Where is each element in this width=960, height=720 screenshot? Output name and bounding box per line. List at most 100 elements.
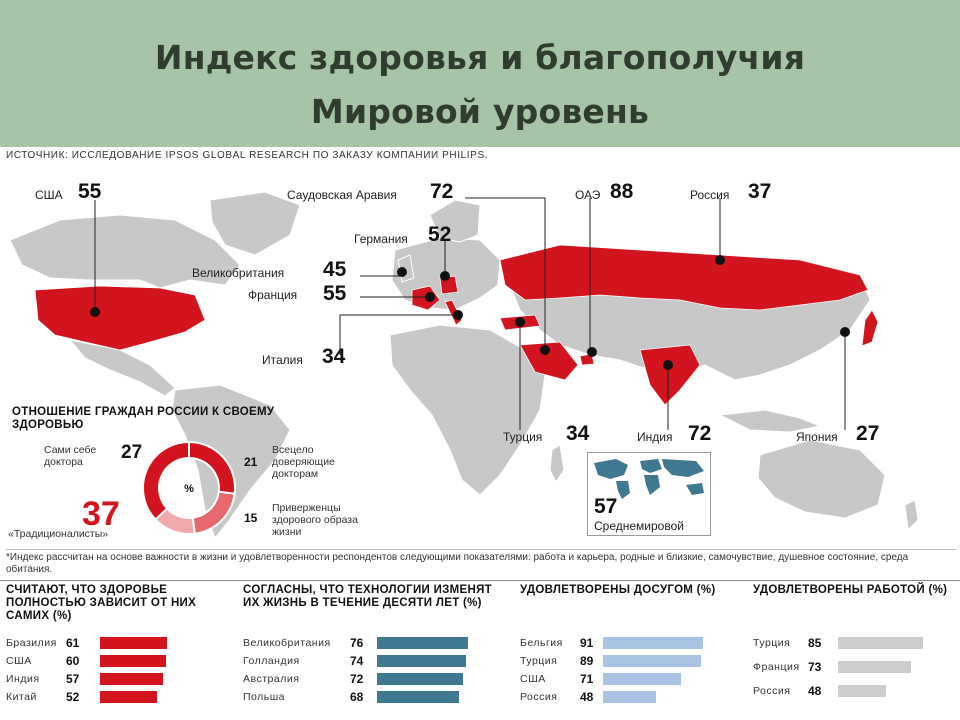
highlighted-countries — [34, 244, 879, 406]
label-usa: США — [35, 188, 63, 202]
panel-3-row-4-bar — [603, 691, 656, 703]
label-japan: Япония — [796, 430, 838, 444]
panel-2-row-1-label: Великобритания — [243, 637, 331, 649]
value-france: 55 — [323, 282, 347, 305]
panel-1-row-1-label: Бразилия — [6, 637, 57, 649]
value-italy: 34 — [322, 345, 346, 368]
attitude-label-traditionalists: «Традиционалисты» — [8, 528, 109, 540]
panel-2-row-1-value: 76 — [350, 636, 364, 650]
panel-1-row-4-label: Китай — [6, 691, 37, 703]
marker-turkey — [515, 317, 525, 327]
panel-3-row-4-label: Россия — [520, 691, 558, 703]
usa-shape — [34, 285, 206, 351]
panel-2-row-3-bar — [377, 673, 463, 685]
central-america-shape — [68, 339, 176, 397]
saudi-arabia-shape — [519, 341, 579, 381]
panel-1-row-3-label: Индия — [6, 673, 40, 685]
panel-1-row-4-value: 52 — [66, 690, 80, 704]
attitude-donut: % — [142, 440, 236, 535]
value-india: 72 — [688, 422, 712, 445]
world-average-value: 57 — [594, 495, 618, 518]
world-average-label: Среднемировой — [594, 519, 684, 533]
panel-2-row-4-bar — [377, 691, 459, 703]
marker-japan — [840, 327, 850, 337]
title-banner: Индекс здоровья и благополучия Мировой у… — [0, 0, 960, 147]
marker-russia — [715, 255, 725, 265]
footnote: *Индекс рассчитан на основе важности в ж… — [6, 549, 956, 576]
panel-technology-title: СОГЛАСНЫ, ЧТО ТЕХНОЛОГИИ ИЗМЕНЯТ ИХ ЖИЗН… — [243, 584, 493, 609]
panel-1-row-4-bar — [100, 691, 157, 703]
panel-2-row-2-bar — [377, 655, 466, 667]
panel-4-row-1-value: 85 — [808, 636, 822, 650]
panel-1-row-1-bar — [100, 637, 167, 649]
label-india: Индия — [637, 430, 673, 444]
india-shape — [639, 344, 701, 406]
value-usa: 55 — [78, 180, 102, 203]
marker-usa — [90, 307, 100, 317]
marker-india — [663, 360, 673, 370]
label-germany: Германия — [354, 232, 408, 246]
panel-2-row-3-label: Австралия — [243, 673, 300, 685]
panel-4-row-1-label: Турция — [753, 637, 791, 649]
divider — [0, 580, 960, 581]
value-japan: 27 — [856, 422, 880, 445]
label-turkey: Турция — [503, 430, 543, 444]
world-average-inset: 57 Среднемировой — [587, 452, 711, 536]
value-russia: 37 — [748, 180, 772, 203]
page-subtitle: Мировой уровень — [310, 92, 650, 131]
donut-slice-2 — [191, 490, 236, 535]
panel-2-row-3-value: 72 — [350, 672, 364, 686]
panel-1-row-2-bar — [100, 655, 166, 667]
label-saudi-arabia: Саудовская Аравия — [287, 188, 397, 202]
value-turkey: 34 — [566, 422, 590, 445]
japan-highlight-shape — [861, 309, 879, 347]
leader-lines — [94, 197, 846, 430]
panel-3-row-2-label: Турция — [520, 655, 558, 667]
attitude-label-self-doctors: Сами себе доктора — [44, 444, 97, 468]
panel-3-row-3-label: США — [520, 673, 546, 685]
value-saudi-arabia: 72 — [430, 180, 454, 203]
panel-4-row-3-value: 48 — [808, 684, 822, 698]
panel-3-row-2-value: 89 — [580, 654, 594, 668]
world-map — [9, 191, 919, 540]
attitude-value-healthy-lifestyle-text: 15 — [244, 511, 258, 525]
donut-center-label: % — [184, 483, 194, 495]
donut-slice-4 — [142, 440, 190, 521]
panel-4-row-2-bar — [838, 661, 911, 673]
attitude-value-self-doctors-text: 27 — [121, 442, 143, 463]
value-germany: 52 — [428, 223, 452, 246]
greenland-shape — [209, 191, 301, 256]
world-inset-map — [594, 459, 704, 499]
attitude-title: ОТНОШЕНИЕ ГРАЖДАН РОССИИ К СВОЕМУ ЗДОРОВ… — [12, 406, 275, 431]
attitude-value-trust-doctors-text: 21 — [244, 455, 258, 469]
panel-1-row-3-bar — [100, 673, 163, 685]
label-russia: Россия — [690, 188, 730, 202]
value-uk: 45 — [323, 258, 347, 281]
panel-4-row-3-label: Россия — [753, 685, 791, 697]
attitude-value-traditionalists: 37 — [82, 495, 120, 534]
attitude-value-traditionalists-text: 37 — [82, 495, 120, 533]
marker-uk — [397, 267, 407, 277]
panel-4-row-2-value: 73 — [808, 660, 822, 674]
panel-4-row-2-label: Франция — [753, 661, 800, 673]
russia-shape — [499, 244, 869, 311]
panel-4-row-1-bar — [838, 637, 923, 649]
country-markers — [90, 255, 850, 370]
land-masses — [9, 191, 919, 540]
panel-3-row-3-value: 71 — [580, 672, 594, 686]
panel-2-row-4-value: 68 — [350, 690, 364, 704]
marker-germany — [440, 271, 450, 281]
attitude-label-healthy-lifestyle: Приверженцы здорового образа жизни — [272, 502, 358, 538]
panel-2-row-2-label: Голландия — [243, 655, 300, 667]
south-america-shape — [171, 384, 291, 540]
label-italy: Италия — [262, 353, 303, 367]
panel-3-row-2-bar — [603, 655, 701, 667]
value-uae: 88 — [610, 180, 634, 203]
panel-4-row-3-bar — [838, 685, 886, 697]
panel-3-row-3-bar — [603, 673, 681, 685]
canada-shape — [9, 214, 241, 289]
panel-2-row-2-value: 74 — [350, 654, 364, 668]
attitude-label-trust-doctors: Всецело доверяющие докторам — [272, 444, 335, 480]
panel-3-row-4-value: 48 — [580, 690, 594, 704]
attitude-value-self-doctors: 27 — [121, 442, 142, 464]
